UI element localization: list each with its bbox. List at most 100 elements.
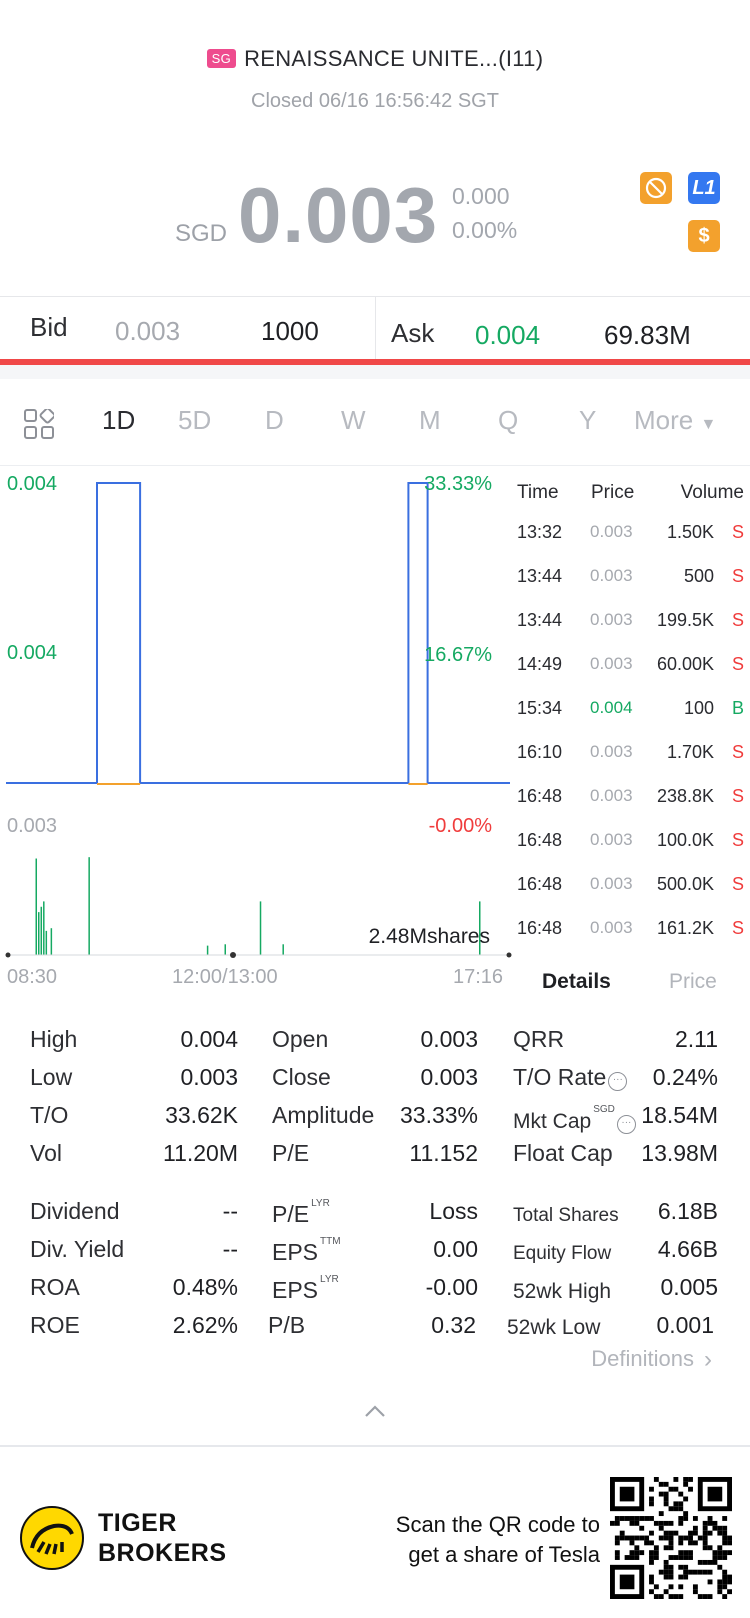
stat-52wk-high-value: 0.005 — [660, 1274, 718, 1300]
stat-eps-lyr-sup: LYR — [320, 1274, 339, 1285]
trade-side: S — [732, 874, 745, 894]
level1-icon[interactable]: L1 — [688, 172, 720, 204]
trade-volume: 100.0K — [656, 830, 714, 850]
trade-side: S — [732, 522, 745, 542]
tab-price[interactable]: Price — [669, 970, 717, 993]
qr-code-icon[interactable] — [610, 1477, 732, 1599]
section-gap — [0, 365, 750, 379]
tab-d[interactable]: D — [265, 405, 284, 435]
bidask-ratio-bar — [0, 359, 750, 365]
stat-total-shares-value: 6.18B — [657, 1198, 718, 1224]
market-badge: SG — [206, 49, 237, 68]
trade-side: S — [732, 566, 745, 586]
stat-pe-lyr-value: Loss — [429, 1198, 478, 1224]
stat-pb-label: P/B — [268, 1312, 306, 1338]
trade-time: 16:48 — [517, 830, 563, 850]
dollar-icon[interactable]: $ — [688, 220, 720, 252]
trade-volume: 100 — [683, 698, 714, 718]
divider — [0, 1445, 750, 1447]
no-short-icon[interactable] — [640, 172, 672, 204]
axis-dot — [5, 952, 11, 958]
trade-time: 16:48 — [517, 786, 563, 806]
trade-price: 0.003 — [590, 742, 633, 761]
stat-eps-ttm-sup: TTM — [320, 1236, 341, 1247]
trade-price: 0.003 — [590, 830, 633, 849]
volume-bars-layer — [35, 857, 481, 955]
brand-name: TIGER BROKERS — [98, 1508, 227, 1568]
stat-pe-lyr-label: P/E LYR — [272, 1198, 330, 1228]
trade-time: 16:10 — [517, 742, 563, 762]
trade-time: 14:49 — [517, 654, 563, 674]
info-icon[interactable]: ··· — [608, 1072, 628, 1091]
axis-dot — [506, 952, 512, 958]
stat-to-rate-text: T/O Rate — [513, 1064, 607, 1090]
currency-label: SGD — [175, 220, 228, 247]
stat-roe-value: 2.62% — [172, 1312, 238, 1338]
trade-volume: 161.2K — [656, 918, 714, 938]
stat-mktcap-text: Mkt Cap — [513, 1110, 592, 1133]
stat-equity-flow-value: 4.66B — [657, 1236, 718, 1262]
tab-q[interactable]: Q — [498, 405, 519, 435]
trade-volume: 500 — [683, 566, 714, 586]
stat-eps-lyr-text: EPS — [272, 1277, 319, 1303]
intraday-chart[interactable] — [0, 466, 512, 966]
trade-volume: 199.5K — [656, 610, 714, 630]
price-change: 0.000 — [452, 183, 510, 209]
trade-volume: 238.8K — [656, 786, 714, 806]
stat-low-value: 0.003 — [180, 1064, 238, 1090]
trade-volume: 1.70K — [666, 742, 714, 762]
x-label-start: 08:30 — [7, 966, 58, 988]
stat-pe-value: 11.152 — [409, 1140, 478, 1166]
divider — [375, 297, 376, 361]
trade-side: S — [732, 654, 745, 674]
divider — [0, 296, 750, 297]
stat-mktcap-sup: SGD — [593, 1104, 615, 1115]
ask-size: 69.83M — [604, 320, 691, 350]
price-change-percent: 0.00% — [452, 217, 518, 243]
grid-icon[interactable] — [24, 407, 56, 439]
qr-prompt-line-2: get a share of Tesla — [408, 1542, 600, 1567]
stat-turnover-label: T/O — [30, 1102, 69, 1128]
brand-line-1: TIGER — [98, 1509, 177, 1537]
stat-52wk-low-label: 52wk Low — [507, 1316, 601, 1339]
stat-pb-value: 0.32 — [431, 1312, 476, 1338]
stat-qrr-value: 2.11 — [674, 1026, 718, 1052]
trades-header-price: Price — [591, 482, 635, 503]
stat-close-label: Close — [272, 1064, 331, 1090]
definitions-link[interactable]: Definitions — [591, 1346, 694, 1372]
stat-eps-ttm-text: EPS — [272, 1239, 319, 1265]
tab-w[interactable]: W — [341, 405, 366, 435]
stat-amplitude-label: Amplitude — [272, 1102, 375, 1128]
period-tab-bar — [0, 380, 750, 466]
trade-side: B — [732, 698, 745, 718]
tab-1d[interactable]: 1D — [102, 405, 136, 435]
y-label-bottom: 0.003 — [7, 815, 58, 837]
trade-volume: 1.50K — [666, 522, 714, 542]
stat-close-value: 0.003 — [420, 1064, 478, 1090]
stat-pe-lyr-text: P/E — [272, 1201, 310, 1227]
stat-52wk-low-value: 0.001 — [656, 1312, 714, 1338]
trade-time: 16:48 — [517, 874, 563, 894]
info-icon[interactable]: ··· — [616, 1115, 636, 1134]
tab-m[interactable]: M — [419, 405, 441, 435]
collapse-chevron-up-icon[interactable] — [0, 1398, 750, 1424]
stat-eps-ttm-value: 0.00 — [433, 1236, 478, 1262]
definitions-label: Definitions — [591, 1346, 694, 1371]
bid-label: Bid — [30, 312, 68, 342]
trades-header-volume: Volume — [680, 482, 744, 503]
stat-to-rate-value: 0.24% — [652, 1064, 718, 1090]
trade-volume: 60.00K — [656, 654, 714, 674]
tab-5d[interactable]: 5D — [178, 405, 212, 435]
stat-pe-lyr-sup: LYR — [311, 1198, 330, 1209]
tab-details[interactable]: Details — [542, 970, 611, 993]
stat-total-shares-label: Total Shares — [513, 1205, 619, 1226]
pct-label-bottom: -0.00% — [428, 815, 492, 837]
axis-dot — [230, 952, 236, 958]
tab-y[interactable]: Y — [579, 405, 597, 435]
tab-more[interactable]: More ▼ — [634, 405, 716, 436]
last-price: 0.003 — [238, 171, 439, 259]
trade-price: 0.003 — [590, 610, 633, 629]
stat-volume-value: 11.20M — [162, 1140, 238, 1166]
stat-dividend-value: -- — [222, 1198, 238, 1224]
trade-volume: 500.0K — [656, 874, 714, 894]
